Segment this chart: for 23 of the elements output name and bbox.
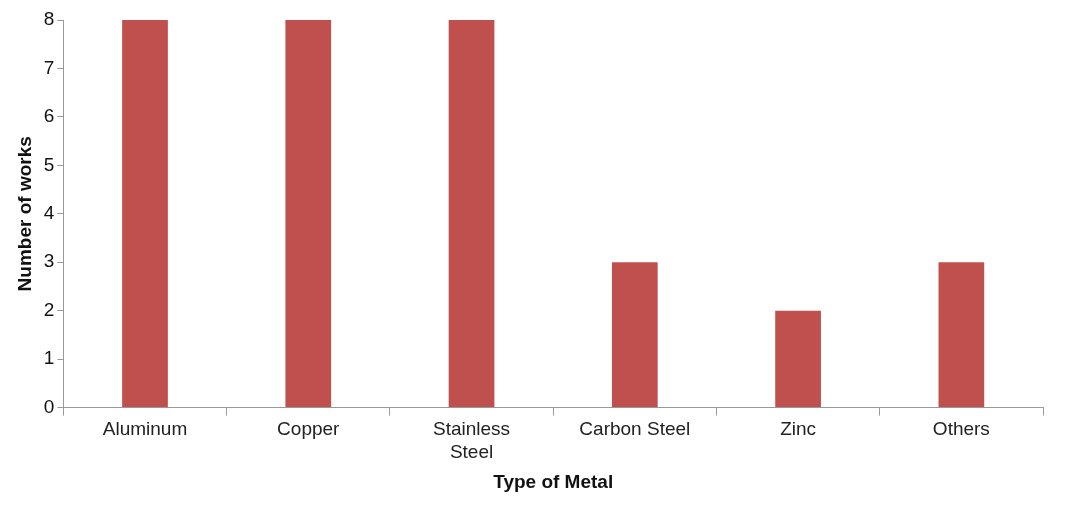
y-tick-label: 0	[43, 395, 55, 417]
bar	[285, 20, 332, 408]
y-axis-title: Number of works	[13, 136, 35, 292]
y-tick-label: 1	[43, 347, 55, 369]
x-tick-label: Carbon Steel	[579, 418, 691, 440]
y-tick-label: 7	[43, 56, 55, 78]
x-tick-label: Others	[932, 418, 990, 440]
y-tick-label: 2	[43, 298, 55, 320]
x-axis-title: Type of Metal	[493, 470, 614, 492]
bar	[611, 262, 658, 408]
x-tick-label: Zinc	[780, 418, 817, 440]
y-tick-label: 3	[43, 250, 55, 272]
bar	[938, 262, 985, 408]
x-tick-label: Aluminum	[102, 418, 188, 440]
y-tick-label: 6	[43, 105, 55, 127]
y-tick-label: 4	[43, 202, 55, 224]
bar	[122, 20, 168, 408]
x-tick-label: Copper	[277, 418, 341, 440]
y-tick-label: 5	[43, 153, 55, 175]
bar	[448, 20, 495, 408]
y-tick-label: 8	[43, 8, 55, 30]
x-tick-label: Stainless Steel	[432, 418, 511, 463]
bar	[775, 310, 821, 408]
